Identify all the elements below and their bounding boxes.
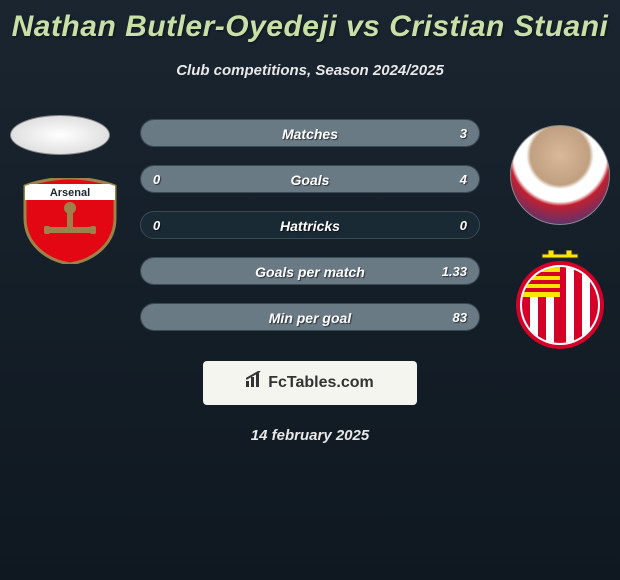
- stat-right-value: 1.33: [442, 258, 467, 286]
- stat-row-hattricks: 0 Hattricks 0: [140, 211, 480, 239]
- stat-right-value: 83: [453, 304, 467, 332]
- stat-row-goals: 0 Goals 4: [140, 165, 480, 193]
- stat-row-goals-per-match: Goals per match 1.33: [140, 257, 480, 285]
- comparison-subtitle: Club competitions, Season 2024/2025: [0, 62, 620, 79]
- stat-label: Goals: [141, 166, 479, 194]
- comparison-title: Nathan Butler-Oyedeji vs Cristian Stuani: [0, 0, 620, 44]
- stat-label: Goals per match: [141, 258, 479, 286]
- stat-label: Matches: [141, 120, 479, 148]
- stat-right-value: 0: [460, 212, 467, 240]
- stat-label: Hattricks: [141, 212, 479, 240]
- stat-right-value: 3: [460, 120, 467, 148]
- bar-chart-icon: [246, 361, 264, 405]
- footer-badge[interactable]: FcTables.com: [203, 361, 417, 405]
- stat-right-value: 4: [460, 166, 467, 194]
- stat-row-min-per-goal: Min per goal 83: [140, 303, 480, 331]
- stats-container: Matches 3 0 Goals 4 0 Hattricks 0 Goals …: [0, 119, 620, 349]
- stat-row-matches: Matches 3: [140, 119, 480, 147]
- footer-label: FcTables.com: [268, 374, 374, 391]
- stat-label: Min per goal: [141, 304, 479, 332]
- comparison-date: 14 february 2025: [0, 427, 620, 444]
